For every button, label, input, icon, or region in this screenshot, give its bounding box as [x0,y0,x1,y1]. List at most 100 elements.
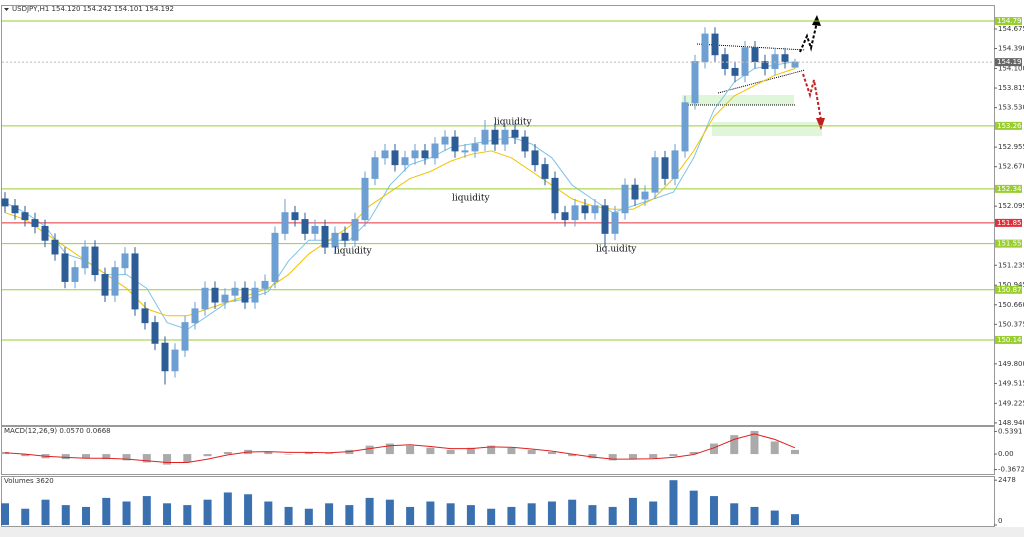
candle-body [441,136,449,145]
macd-bar [183,454,192,463]
macd-bar [628,454,637,460]
level-label: 152.347 [997,185,1024,193]
y-tick-label: 150.660 [998,301,1024,309]
candle-body [731,67,739,76]
volume-bar [487,508,496,525]
candle-body [461,150,469,153]
candle-body [391,150,399,166]
zone [682,95,794,105]
macd-bar [669,454,678,457]
volume-bar [223,492,232,525]
candle-body [261,280,269,289]
y-tick-label: 152.955 [998,143,1024,151]
volume-bar [61,505,70,525]
candle-body [631,184,639,200]
annotation: liquidity [452,194,490,204]
macd-bar [507,447,516,455]
candle-body [491,129,499,145]
candle-body [781,54,789,63]
macd-bar [487,445,496,455]
macd-bar [122,454,131,461]
price-frame [1,5,995,426]
volume-bar [568,499,577,525]
y-tick-label: 0 [998,517,1002,525]
volume-bar [628,497,637,525]
candle-body [471,143,479,152]
macd-bar [466,447,475,455]
candle-body [191,308,199,324]
level-label: 154.790 [997,17,1024,25]
bear-arrow-head [816,118,825,130]
macd-bar [163,454,172,465]
volume-bar [122,501,131,525]
macd-bar [730,435,739,455]
candle-body [431,143,439,159]
volume-bar [82,506,91,525]
volume-bar [203,499,212,525]
candle-body [71,267,79,282]
candle-body [511,129,519,138]
candle-body [241,287,249,303]
macd-bar [203,454,212,457]
candle-body [211,287,219,303]
volume-bar [41,499,50,525]
y-tick-label: 149.800 [998,360,1024,368]
y-tick-label: 154.675 [998,25,1024,33]
candle-body [481,129,489,145]
candle-body [741,47,749,76]
level-label-box [995,285,1022,294]
annotation: liquidity [494,118,532,128]
macd-bar [709,443,718,455]
macd-frame [1,426,995,475]
time-axis [0,527,1024,537]
candle-body [351,219,359,241]
macd-bar [547,451,556,455]
macd-bar [608,454,617,461]
candle-body [501,129,509,145]
macd-bar [102,454,111,460]
candle-body [331,232,339,248]
candle-body [111,267,119,296]
candle-body [681,102,689,152]
volume-bar [21,508,30,525]
macd-bar [689,451,698,455]
volume-bar [385,499,394,525]
candle-body [581,205,589,214]
volume-bar [102,497,111,525]
candle-body [771,54,779,69]
candle-body [171,349,179,372]
y-tick-label: 152.670 [998,163,1024,171]
macd-bar [588,454,597,459]
candle-body [591,205,599,214]
macd-bar [304,451,313,455]
candle-body [721,54,729,69]
candle-body [91,246,99,276]
candle-body [401,157,409,166]
candle-body [521,136,529,152]
macd-bar [791,449,799,455]
chart-title: USDJPY,H1 154.120 154.242 154.101 154.19… [12,5,174,13]
menu-icon [4,8,9,11]
volume-bar [669,480,678,525]
volume-bar [770,510,779,525]
candle-body [51,239,59,255]
candle-body [411,150,419,159]
volume-bar [791,514,799,525]
candle-body [141,308,149,324]
macd-bar [325,453,334,455]
volume-bar [163,503,172,525]
volume-bar [365,497,374,525]
macd-bar [82,454,91,459]
macd-bar [61,454,70,460]
candle-body [281,212,289,234]
macd-bar [264,451,273,455]
volume-bar [284,506,293,525]
macd-bar [649,454,658,459]
level-label: 150.148 [997,336,1024,344]
candle-body [221,294,229,303]
candle-body [201,287,209,310]
y-tick-label: 152.095 [998,202,1024,210]
candle-body [651,157,659,193]
candle-body [361,177,369,221]
